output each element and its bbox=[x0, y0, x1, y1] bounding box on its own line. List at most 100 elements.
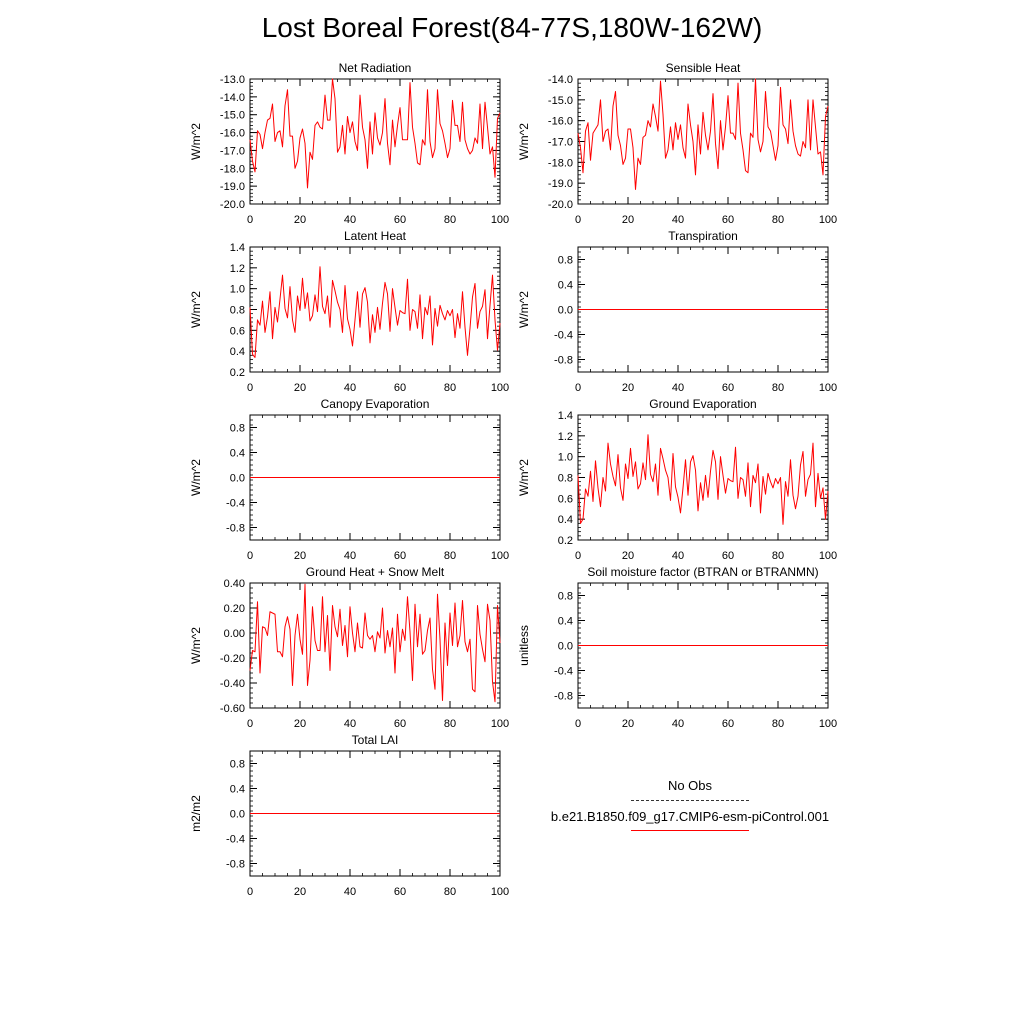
ground-evaporation-ylabel: W/m^2 bbox=[517, 459, 531, 496]
total-lai-ytick-label: 0.8 bbox=[230, 759, 245, 771]
ground-evaporation-ytick-label: 0.2 bbox=[558, 535, 573, 547]
sensible-heat-ytick-label: -20.0 bbox=[548, 199, 573, 211]
ground-heat-snow-melt-xtick-label: 100 bbox=[491, 718, 509, 730]
sensible-heat-ytick-label: -18.0 bbox=[548, 157, 573, 169]
ground-evaporation-xtick-label: 40 bbox=[672, 550, 684, 562]
ground-heat-snow-melt-title: Ground Heat + Snow Melt bbox=[306, 565, 445, 579]
soil-moisture-factor-ytick-label: 0.8 bbox=[558, 591, 573, 603]
sensible-heat-xtick-label: 40 bbox=[672, 214, 684, 226]
net-radiation-ytick-label: -19.0 bbox=[220, 181, 245, 193]
ground-evaporation-title: Ground Evaporation bbox=[649, 397, 756, 411]
transpiration-ytick-label: -0.4 bbox=[554, 330, 573, 342]
soil-moisture-factor-xtick-label: 0 bbox=[575, 718, 581, 730]
ground-evaporation-xtick-label: 100 bbox=[819, 550, 837, 562]
latent-heat-ytick-label: 0.2 bbox=[230, 367, 245, 379]
net-radiation-ytick-label: -18.0 bbox=[220, 163, 245, 175]
latent-heat-xtick-label: 60 bbox=[394, 382, 406, 394]
ground-evaporation-ytick-label: 1.4 bbox=[558, 410, 573, 422]
transpiration-xtick-label: 60 bbox=[722, 382, 734, 394]
sensible-heat-ytick-label: -16.0 bbox=[548, 116, 573, 128]
net-radiation-ytick-label: -15.0 bbox=[220, 110, 245, 122]
legend-obs-line bbox=[631, 800, 749, 801]
net-radiation-ytick-label: -20.0 bbox=[220, 199, 245, 211]
latent-heat-ytick-label: 1.2 bbox=[230, 263, 245, 275]
sensible-heat-ytick-label: -17.0 bbox=[548, 137, 573, 149]
sensible-heat-xtick-label: 60 bbox=[722, 214, 734, 226]
ground-heat-snow-melt-ytick-label: 0.20 bbox=[224, 603, 245, 615]
net-radiation-series-line bbox=[249, 78, 501, 189]
canopy-evaporation-xtick-label: 40 bbox=[344, 550, 356, 562]
ground-evaporation-ytick-label: 1.0 bbox=[558, 452, 573, 464]
sensible-heat-ytick-label: -15.0 bbox=[548, 95, 573, 107]
net-radiation-xtick-label: 60 bbox=[394, 214, 406, 226]
net-radiation-ytick-label: -13.0 bbox=[220, 74, 245, 86]
total-lai-ytick-label: -0.4 bbox=[226, 834, 245, 846]
latent-heat-xtick-label: 80 bbox=[444, 382, 456, 394]
net-radiation-ytick-label: -17.0 bbox=[220, 145, 245, 157]
total-lai-ytick-label: 0.4 bbox=[230, 784, 245, 796]
page-title: Lost Boreal Forest(84-77S,180W-162W) bbox=[261, 12, 763, 43]
net-radiation-xtick-label: 100 bbox=[491, 214, 509, 226]
soil-moisture-factor-ylabel: unitless bbox=[517, 625, 531, 666]
soil-moisture-factor-title: Soil moisture factor (BTRAN or BTRANMN) bbox=[587, 565, 818, 579]
transpiration-title: Transpiration bbox=[668, 229, 738, 243]
net-radiation-xtick-label: 40 bbox=[344, 214, 356, 226]
soil-moisture-factor-ytick-label: -0.8 bbox=[554, 691, 573, 703]
ground-heat-snow-melt-xtick-label: 40 bbox=[344, 718, 356, 730]
soil-moisture-factor-xtick-label: 60 bbox=[722, 718, 734, 730]
ground-evaporation-xtick-label: 80 bbox=[772, 550, 784, 562]
canopy-evaporation-ytick-label: -0.4 bbox=[226, 498, 245, 510]
soil-moisture-factor-xtick-label: 100 bbox=[819, 718, 837, 730]
ground-heat-snow-melt-xtick-label: 20 bbox=[294, 718, 306, 730]
canopy-evaporation-ytick-label: -0.8 bbox=[226, 523, 245, 535]
soil-moisture-factor-ytick-label: 0.4 bbox=[558, 616, 573, 628]
transpiration-xtick-label: 80 bbox=[772, 382, 784, 394]
sensible-heat-title: Sensible Heat bbox=[666, 61, 741, 75]
legend: No Obs b.e21.B1850.f09_g17.CMIP6-esm-piC… bbox=[530, 778, 850, 831]
sensible-heat-xtick-label: 100 bbox=[819, 214, 837, 226]
sensible-heat-ylabel: W/m^2 bbox=[517, 123, 531, 160]
ground-heat-snow-melt-ytick-label: 0.40 bbox=[224, 578, 245, 590]
sensible-heat-ytick-label: -14.0 bbox=[548, 74, 573, 86]
total-lai-ytick-label: 0.0 bbox=[230, 809, 245, 821]
ground-evaporation-ytick-label: 1.2 bbox=[558, 431, 573, 443]
canopy-evaporation-ytick-label: 0.0 bbox=[230, 473, 245, 485]
transpiration-xtick-label: 20 bbox=[622, 382, 634, 394]
transpiration-xtick-label: 100 bbox=[819, 382, 837, 394]
soil-moisture-factor-xtick-label: 40 bbox=[672, 718, 684, 730]
sensible-heat-xtick-label: 80 bbox=[772, 214, 784, 226]
net-radiation-title: Net Radiation bbox=[339, 61, 412, 75]
total-lai-xtick-label: 100 bbox=[491, 886, 509, 898]
net-radiation-ytick-label: -14.0 bbox=[220, 92, 245, 104]
canopy-evaporation-xtick-label: 20 bbox=[294, 550, 306, 562]
total-lai-xtick-label: 20 bbox=[294, 886, 306, 898]
transpiration-ytick-label: -0.8 bbox=[554, 355, 573, 367]
ground-evaporation-series-line bbox=[577, 434, 829, 525]
soil-moisture-factor-xtick-label: 20 bbox=[622, 718, 634, 730]
legend-obs-label: No Obs bbox=[667, 778, 713, 793]
ground-evaporation-xtick-label: 20 bbox=[622, 550, 634, 562]
net-radiation-xtick-label: 20 bbox=[294, 214, 306, 226]
latent-heat-title: Latent Heat bbox=[344, 229, 407, 243]
canopy-evaporation-xtick-label: 80 bbox=[444, 550, 456, 562]
latent-heat-ylabel: W/m^2 bbox=[189, 291, 203, 328]
ground-heat-snow-melt-ytick-label: -0.60 bbox=[220, 703, 245, 715]
latent-heat-ytick-label: 0.6 bbox=[230, 325, 245, 337]
ground-evaporation-ytick-label: 0.8 bbox=[558, 473, 573, 485]
canopy-evaporation-xtick-label: 60 bbox=[394, 550, 406, 562]
soil-moisture-factor-ytick-label: 0.0 bbox=[558, 641, 573, 653]
total-lai-xtick-label: 0 bbox=[247, 886, 253, 898]
transpiration-xtick-label: 0 bbox=[575, 382, 581, 394]
transpiration-ytick-label: 0.8 bbox=[558, 255, 573, 267]
ground-evaporation-ytick-label: 0.4 bbox=[558, 514, 573, 526]
latent-heat-xtick-label: 40 bbox=[344, 382, 356, 394]
canopy-evaporation-xtick-label: 0 bbox=[247, 550, 253, 562]
ground-evaporation-frame bbox=[577, 414, 829, 541]
latent-heat-ytick-label: 1.4 bbox=[230, 242, 245, 254]
canopy-evaporation-ytick-label: 0.8 bbox=[230, 423, 245, 435]
sensible-heat-xtick-label: 20 bbox=[622, 214, 634, 226]
transpiration-xtick-label: 40 bbox=[672, 382, 684, 394]
soil-moisture-factor-xtick-label: 80 bbox=[772, 718, 784, 730]
net-radiation-ylabel: W/m^2 bbox=[189, 123, 203, 160]
